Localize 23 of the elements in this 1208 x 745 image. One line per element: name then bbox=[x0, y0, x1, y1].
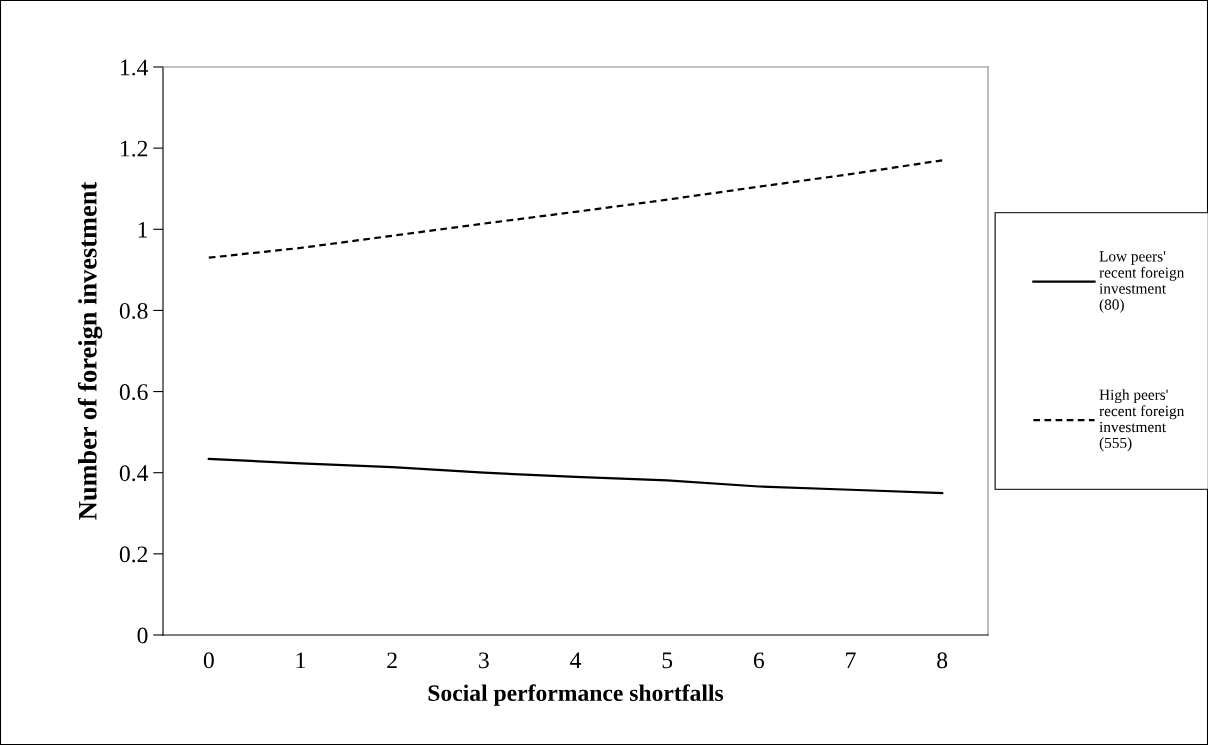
y-tick-label: 1.4 bbox=[120, 59, 149, 76]
x-tick-label: 4 bbox=[570, 652, 582, 669]
line-series bbox=[207, 457, 944, 495]
x-tick-label: 7 bbox=[846, 652, 856, 669]
y-tick-label: 0 bbox=[137, 627, 148, 644]
y-tick-label: 0.8 bbox=[119, 302, 148, 319]
y-tick-label: 0.2 bbox=[119, 546, 148, 563]
legend-label: Low peers' recent foreign investment (80) bbox=[1099, 251, 1185, 313]
x-tick-label: 2 bbox=[387, 652, 397, 669]
x-tick-label: 0 bbox=[203, 652, 214, 669]
x-tick-label: 1 bbox=[296, 652, 305, 669]
line-series bbox=[207, 159, 944, 259]
y-tick-label: 0.6 bbox=[119, 384, 148, 401]
x-axis-title: Social performance shortfalls bbox=[428, 684, 724, 706]
y-axis-title: Number of foreign investment bbox=[77, 181, 103, 520]
x-tick-label: 3 bbox=[479, 652, 489, 669]
y-tick-label: 1.2 bbox=[120, 140, 148, 157]
y-tick-label: 0.4 bbox=[119, 465, 149, 482]
legend-label: High peers' recent foreign investment (555) bbox=[1099, 389, 1185, 452]
x-tick-label: 5 bbox=[662, 652, 673, 669]
x-tick-label: 6 bbox=[753, 652, 765, 669]
x-tick-label: 8 bbox=[937, 652, 948, 669]
y-tick-label: 1 bbox=[138, 221, 147, 238]
